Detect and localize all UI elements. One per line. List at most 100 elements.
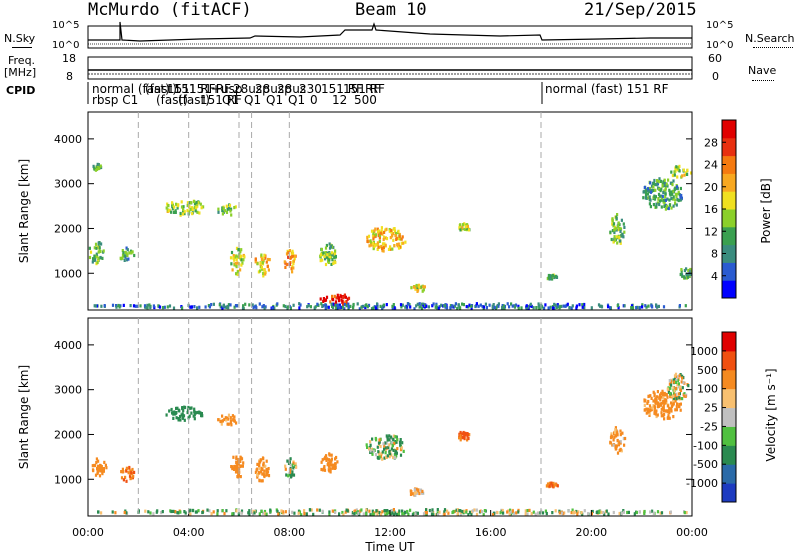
data-cell	[402, 449, 405, 453]
data-cell	[237, 255, 240, 259]
data-cell	[282, 304, 285, 308]
data-cell	[554, 509, 557, 513]
data-cell	[553, 306, 556, 310]
data-cell	[372, 449, 375, 453]
data-cell	[329, 245, 333, 249]
data-cell	[633, 512, 636, 516]
data-cell	[95, 457, 98, 461]
data-cell	[328, 258, 331, 262]
data-cell	[382, 245, 385, 250]
data-cell	[467, 228, 471, 232]
data-cell	[199, 411, 202, 415]
data-cell	[420, 302, 424, 306]
data-cell	[235, 421, 238, 425]
data-cell	[372, 237, 375, 241]
data-cell	[612, 240, 615, 244]
data-cell	[94, 242, 98, 246]
data-cell	[260, 257, 263, 261]
data-cell	[358, 307, 361, 311]
data-cell	[614, 238, 617, 242]
data-cell	[683, 392, 686, 396]
data-cell	[175, 411, 178, 415]
data-cell	[262, 274, 265, 278]
data-cell	[503, 307, 506, 311]
data-cell	[548, 484, 551, 488]
colorbar-tick-label: -25	[700, 420, 718, 433]
data-cell	[479, 509, 482, 513]
data-cell	[147, 510, 150, 514]
data-cell	[612, 438, 615, 442]
data-cell	[366, 239, 369, 243]
data-cell	[240, 511, 243, 515]
data-cell	[379, 304, 382, 308]
xtick-label: 20:00	[575, 526, 607, 539]
data-cell	[612, 443, 615, 447]
data-cell	[663, 202, 666, 206]
data-cell	[129, 469, 132, 473]
data-cell	[622, 510, 625, 514]
data-cell	[96, 466, 99, 471]
data-cell	[125, 258, 129, 262]
data-cell	[678, 404, 681, 408]
data-cell	[235, 470, 238, 474]
power-panel-frame	[87, 111, 693, 311]
nsky-line	[12, 47, 32, 48]
data-cell	[271, 306, 274, 310]
data-cell	[631, 306, 635, 310]
data-cell	[385, 227, 388, 231]
data-cell	[574, 510, 577, 514]
data-cell	[352, 306, 355, 310]
data-cell	[259, 458, 262, 462]
data-cell	[662, 198, 665, 202]
data-cell	[386, 454, 389, 458]
data-cell	[327, 254, 330, 258]
data-cell	[645, 411, 648, 415]
data-cell	[299, 303, 302, 307]
data-cell	[617, 221, 620, 225]
data-cell	[685, 267, 688, 271]
data-cell	[644, 191, 647, 195]
data-cell	[508, 305, 511, 309]
data-cell	[688, 272, 691, 276]
data-cell	[458, 436, 461, 440]
data-cell	[340, 295, 343, 299]
data-cell	[383, 447, 386, 451]
data-cell	[436, 508, 439, 512]
cpid-clutter-label: 151 RF	[189, 82, 231, 96]
data-cell	[114, 511, 117, 515]
data-cell	[581, 305, 584, 309]
data-cell	[641, 303, 644, 307]
data-cell	[376, 512, 379, 516]
data-cell	[673, 377, 677, 381]
data-cell	[659, 398, 662, 402]
data-cell	[675, 185, 679, 189]
data-cell	[309, 508, 312, 512]
cpid-clutter-label: RF	[365, 82, 380, 96]
data-cell	[261, 467, 264, 471]
data-cell	[383, 456, 386, 460]
colorbar-swatch	[722, 155, 736, 174]
data-cell	[292, 466, 295, 470]
data-cell	[146, 303, 149, 307]
data-cell	[560, 304, 563, 308]
data-cell	[219, 419, 222, 424]
data-cell	[679, 402, 682, 406]
data-cell	[647, 196, 650, 200]
data-cell	[392, 455, 395, 460]
data-cell	[502, 511, 505, 515]
data-cell	[337, 296, 340, 300]
data-cell	[362, 512, 365, 516]
data-cell	[623, 225, 626, 229]
data-cell	[378, 229, 381, 233]
data-cell	[652, 188, 655, 193]
data-cell	[619, 440, 622, 444]
data-cell	[635, 306, 638, 310]
data-cell	[599, 304, 602, 308]
data-cell	[319, 253, 323, 257]
data-cell	[190, 406, 193, 410]
freq-left-tick-top: 18	[62, 52, 76, 65]
freq-nave-panel: 18 8 60 0	[62, 52, 722, 83]
data-cell	[671, 173, 674, 178]
data-cell	[197, 509, 200, 513]
data-cell	[111, 510, 114, 514]
